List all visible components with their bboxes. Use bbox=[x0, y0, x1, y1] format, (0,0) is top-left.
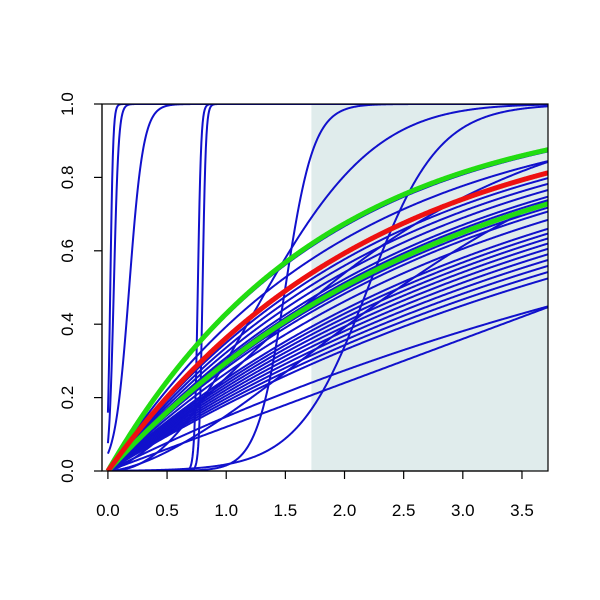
ensemble-series-line-12 bbox=[107, 189, 548, 471]
x-tick-label: 0.0 bbox=[96, 501, 120, 520]
ensemble-series-line-31 bbox=[107, 104, 548, 471]
y-tick-label: 0.6 bbox=[58, 239, 77, 263]
ensemble-series-line-11 bbox=[107, 182, 548, 471]
green-series-line-34 bbox=[105, 147, 548, 471]
red-series-line-36 bbox=[105, 170, 548, 471]
x-tick-label: 3.0 bbox=[451, 501, 475, 520]
ensemble-series-line-23 bbox=[107, 247, 548, 471]
ensemble-series-line-18 bbox=[107, 218, 548, 471]
y-tick-label: 0.8 bbox=[58, 166, 77, 190]
ensemble-series-line-13 bbox=[107, 195, 548, 471]
x-tick-label: 1.5 bbox=[274, 501, 298, 520]
ensemble-series-line-6 bbox=[107, 105, 548, 471]
x-tick-label: 3.5 bbox=[510, 501, 534, 520]
x-tick-label: 2.0 bbox=[333, 501, 357, 520]
ensemble-series-line-20 bbox=[107, 232, 548, 471]
ensemble-series-line-32 bbox=[107, 160, 548, 471]
ensemble-series-line-33 bbox=[107, 199, 548, 471]
y-tick-label: 0.4 bbox=[58, 312, 77, 336]
y-tick-label: 1.0 bbox=[58, 92, 77, 116]
y-axis: 0.0 0.2 0.4 0.6 0.8 1.0 bbox=[58, 92, 103, 483]
y-tick-label: 0.0 bbox=[58, 459, 77, 483]
ensemble-series-line-29 bbox=[107, 305, 548, 471]
x-axis: 0.0 0.5 1.0 1.5 2.0 2.5 3.0 3.5 bbox=[96, 470, 534, 520]
x-tick-label: 0.5 bbox=[155, 501, 179, 520]
ensemble-series-line-27 bbox=[107, 271, 548, 471]
ensemble-series-line-8 bbox=[107, 160, 548, 471]
ensemble-series-line-17 bbox=[107, 210, 548, 471]
ensemble-series-line-22 bbox=[107, 242, 548, 471]
x-tick-label: 1.0 bbox=[214, 501, 238, 520]
ensemble-series-line-25 bbox=[107, 259, 548, 471]
ensemble-series-line-19 bbox=[107, 227, 548, 471]
ensemble-series-line-26 bbox=[107, 264, 548, 471]
series-layer bbox=[105, 104, 548, 471]
green-series-line-35 bbox=[105, 201, 548, 471]
x-tick-label: 2.5 bbox=[392, 501, 416, 520]
y-tick-label: 0.2 bbox=[58, 386, 77, 410]
ensemble-series-line-21 bbox=[107, 237, 548, 471]
